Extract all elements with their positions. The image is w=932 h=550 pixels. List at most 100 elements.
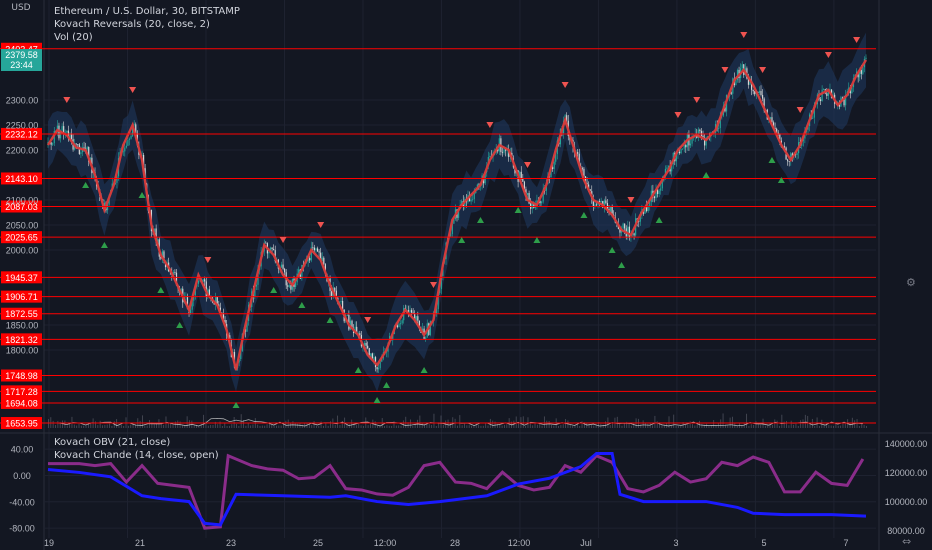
candle-body [437,293,439,310]
volume-bar [102,425,103,428]
volume-bar [457,425,458,428]
volume-bar [233,416,235,428]
candle-body [409,310,411,313]
volume-bar [588,424,590,428]
candle-body [216,296,218,305]
candle-body [425,337,427,339]
volume-bar [294,423,296,428]
volume-bar [341,421,343,428]
up-arrow-icon [354,367,362,373]
indicator-kovach-reversals[interactable]: Kovach Reversals (20, close, 2) [54,19,210,30]
volume-bar [73,424,75,428]
volume-bar [621,425,623,428]
volume-bar [797,425,799,428]
volume-bar [670,425,672,428]
symbol-title[interactable]: Ethereum / U.S. Dollar, 30, BITSTAMP [54,6,240,17]
candle-body [331,290,333,296]
volume-bar [405,416,407,428]
volume-bar [478,424,480,428]
level-tag [1,127,42,140]
time-tick-label: 21 [135,538,145,548]
time-axis[interactable]: 19 21 23 25 12:00 28 12:00 Jul 3 5 7 [44,538,849,548]
candle-body [758,91,761,93]
candle-body [791,153,793,157]
candle-body [550,167,552,178]
candle-body [410,310,413,313]
candle-body [265,242,267,244]
candle-body [472,199,474,200]
up-arrow-icon [477,217,485,223]
candle-body [551,167,554,169]
candle-body [619,228,621,233]
gear-icon[interactable]: ⚙ [906,276,916,289]
indicator-kovach-obv[interactable]: Kovach OBV (21, close) [54,437,171,448]
candle-body [730,92,732,94]
up-arrow-icon [580,212,588,218]
volume-bar [468,425,470,428]
volume-bar [257,424,259,428]
candle-body [202,279,204,282]
volume-bar [760,424,762,428]
candle-body [553,161,555,169]
volume-bar [184,425,186,428]
volume-bar [252,424,254,428]
candle-body [595,204,598,206]
down-arrow-icon [63,97,71,103]
volume-bar [217,424,219,428]
indicator-volume[interactable]: Vol (20) [54,32,93,43]
candle-body [523,181,525,190]
indicator-kovach-chande[interactable]: Kovach Chande (14, close, open) [54,450,219,461]
candle-body [761,94,764,99]
candle-body [600,201,602,202]
candle-body [661,180,663,189]
candle-body [368,348,370,358]
volume-bar [724,424,726,428]
volume-bar [57,420,59,428]
volume-bar [398,425,400,428]
volume-bar [551,425,552,428]
candle-body [346,315,348,316]
volume-bar [501,425,503,428]
candle-body [379,361,381,369]
candle-body [584,176,587,184]
volume-bar [189,420,190,428]
lower-legend: Kovach OBV (21, close) Kovach Chande (14… [54,436,219,462]
arrows-icon[interactable]: ⇔ [902,535,912,548]
time-tick-label: 28 [450,538,460,548]
volume-bar [76,425,78,428]
volume-bar [181,425,183,428]
volume-bars [47,413,867,428]
volume-bar [203,414,205,428]
volume-bar [612,423,614,428]
candle-body [658,190,660,194]
up-arrow-icon [326,317,334,323]
candle-body [581,168,583,170]
volume-bar [826,422,827,428]
candle-body [504,149,507,151]
candle-body [787,159,789,162]
price-axis[interactable]: 2300.00 2250.00 2200.00 2100.00 2050.00 2000.… [1,49,42,356]
volume-bar [553,425,555,428]
price-tick-label: 2250.00 [6,121,39,131]
volume-bar [104,424,106,428]
candle-body [683,144,685,149]
volume-bar [280,425,282,428]
volume-bar [663,424,665,428]
volume-bar [172,425,174,428]
level-price-label: 1748.98 [5,371,38,381]
volume-bar [297,423,299,428]
chande-tick-label: 40.00 [11,445,34,455]
candle-body [664,168,667,177]
volume-bar [438,422,440,428]
candle-body [451,223,453,235]
volume-bar [496,424,498,428]
candle-body [224,320,226,325]
volume-bar [395,425,397,428]
volume-bar [167,423,169,428]
volume-bar [492,420,494,428]
volume-bar [205,421,207,428]
volume-bar [250,425,252,428]
price-tick-label: 2300.00 [6,96,39,106]
candle-body [294,282,297,287]
